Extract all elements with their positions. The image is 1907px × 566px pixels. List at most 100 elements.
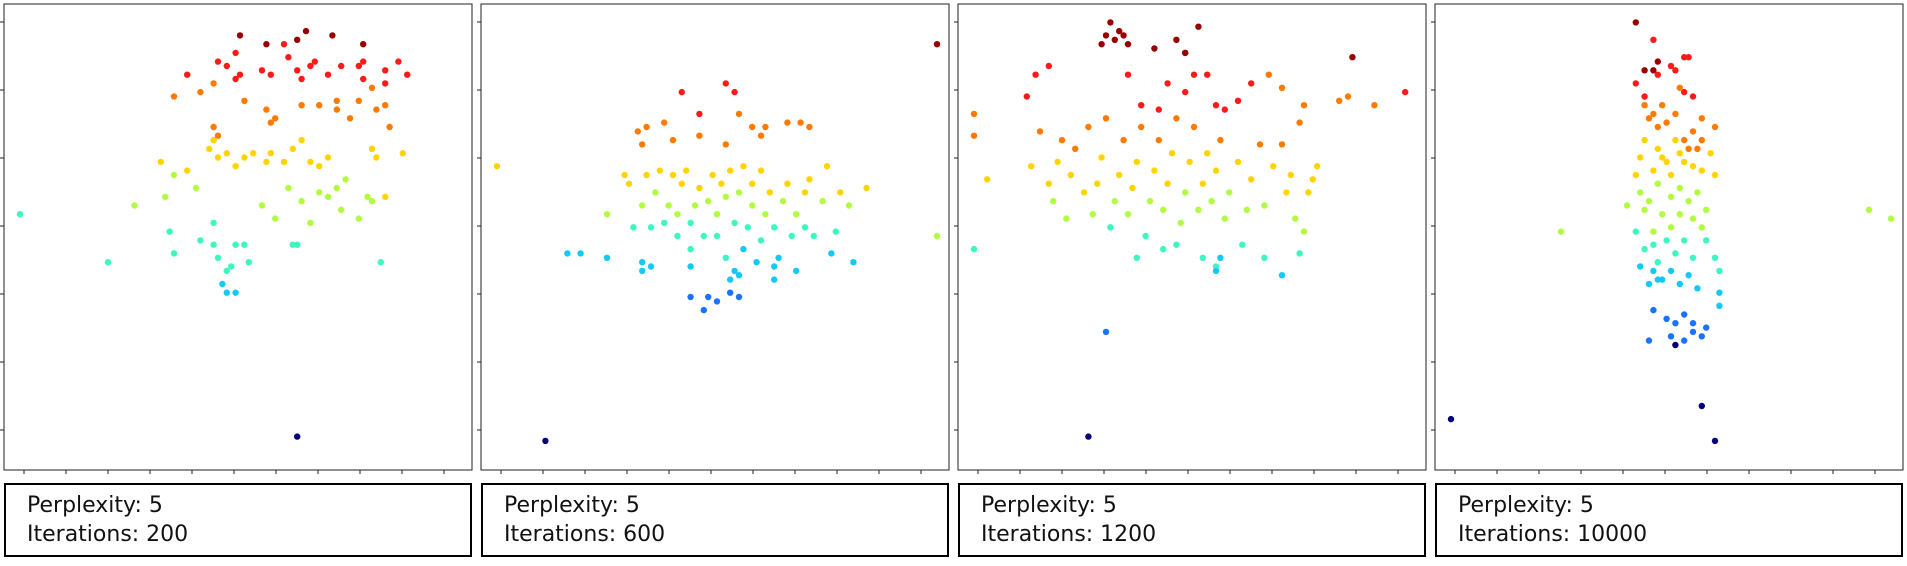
data-point [285,54,292,61]
chart-panel-1: Perplexity: 5 Iterations: 200 [0,0,476,566]
data-point [1667,171,1675,179]
data-point [1672,341,1679,349]
data-point [1711,123,1719,131]
data-point [1221,106,1228,113]
data-point [771,224,778,231]
caption-box: Perplexity: 5 Iterations: 1200 [958,483,1426,557]
data-point [1133,254,1140,261]
data-point [793,211,800,218]
data-point [338,206,345,213]
data-point [1050,197,1057,205]
scatter-plot [0,3,473,474]
data-point [1654,145,1661,152]
data-point [705,197,712,205]
data-point [1641,245,1648,253]
data-point [1659,276,1666,283]
data-point [1305,189,1312,196]
caption-box: Perplexity: 5 Iterations: 600 [481,483,949,557]
data-point [267,71,274,78]
data-point [1248,176,1255,183]
data-point [493,163,501,170]
data-point [1265,71,1272,78]
data-point [1102,328,1110,336]
data-point [294,67,301,74]
data-point [1641,136,1648,144]
data-point [1120,32,1127,39]
data-point [360,41,367,48]
data-point [709,171,716,179]
data-point [1685,145,1692,152]
data-point [1689,215,1697,222]
data-point [1080,189,1088,196]
data-point [263,158,270,166]
data-point [740,245,747,253]
data-point [184,167,191,174]
data-point [360,75,367,83]
data-point [775,254,782,261]
data-point [1212,267,1220,275]
data-point [674,211,681,218]
data-point [1694,189,1701,196]
data-point [1124,71,1132,78]
data-point [1195,206,1202,213]
data-point [1663,315,1670,322]
data-point [1659,211,1666,218]
data-point [1292,215,1299,222]
data-point [1045,62,1052,70]
chart-panel-4: Perplexity: 5 Iterations: 10000 [1431,0,1907,566]
data-point [665,202,672,209]
data-point [355,97,362,105]
caption-box: Perplexity: 5 Iterations: 200 [4,483,472,557]
data-point [1111,36,1118,43]
data-point [1632,19,1639,26]
data-point [735,293,743,301]
data-point [1212,167,1220,174]
data-point [223,150,230,157]
data-point [324,71,332,78]
data-point [1164,80,1171,87]
data-point [1694,145,1701,152]
data-point [678,88,685,96]
data-point [1023,93,1030,100]
data-point [307,62,314,70]
data-point [1654,123,1661,131]
data-point [823,163,831,170]
data-point [1300,102,1308,109]
data-point [1654,71,1661,78]
data-point [329,32,336,39]
data-point [687,293,694,301]
data-point [316,163,323,170]
data-point [1698,224,1705,231]
data-point [797,119,804,126]
data-point [722,141,729,148]
data-point [1256,141,1264,148]
data-point [933,232,941,240]
data-point [845,202,853,209]
perplexity-label: Perplexity: 5 [1458,493,1594,518]
data-point [1336,97,1343,105]
data-point [603,211,611,218]
data-point [1694,285,1701,292]
data-point [1641,206,1648,213]
data-point [214,254,222,261]
data-point [1650,228,1657,235]
data-point [625,180,633,187]
data-point [316,189,323,196]
data-point [298,136,305,144]
iterations-label: Iterations: 1200 [981,522,1157,547]
data-point [1703,206,1710,213]
data-point [1182,189,1189,196]
data-point [1698,115,1705,122]
data-point [1667,333,1675,340]
data-point [307,219,314,227]
data-point [1278,84,1286,92]
data-point [1261,202,1268,209]
data-point [1212,263,1220,270]
data-point [311,58,318,65]
data-point [832,228,839,235]
data-point [1208,197,1215,205]
data-point [1054,158,1061,166]
iterations-label: Iterations: 10000 [1458,522,1648,547]
data-point [564,250,571,257]
data-point [364,193,371,200]
